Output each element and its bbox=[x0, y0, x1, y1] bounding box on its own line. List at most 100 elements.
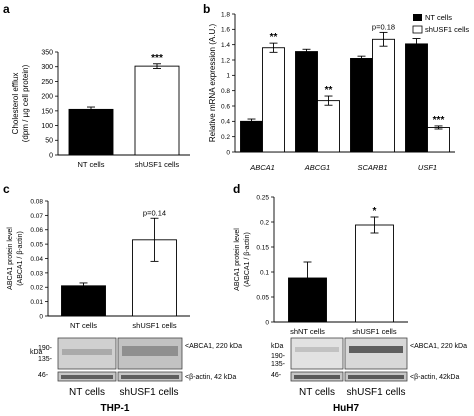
x-category-label: shUSF1 cells bbox=[135, 160, 179, 169]
significance-marker: *** bbox=[433, 115, 445, 126]
y-axis-label: (ABCA1 / β-actin) bbox=[17, 231, 24, 286]
y-axis-label: (ABCA1 / β-actin) bbox=[244, 232, 251, 287]
y-tick-label: 1.2 bbox=[221, 57, 230, 64]
bar bbox=[134, 65, 180, 156]
y-tick-label: 0.04 bbox=[30, 256, 43, 263]
bar bbox=[68, 108, 114, 156]
cell-line-label-huh7: HuH7 bbox=[333, 403, 360, 414]
legend: NT cells shUSF1 cells bbox=[412, 13, 469, 34]
bar bbox=[240, 120, 263, 153]
y-axis-label: ABCA1 protein level bbox=[7, 227, 14, 290]
blot-lane-label-nt: NT cells bbox=[69, 387, 105, 398]
y-tick-label: 300 bbox=[41, 64, 53, 71]
x-category-label: shNT cells bbox=[290, 327, 325, 336]
y-axis-label: (dpm / µg cell protein) bbox=[21, 64, 30, 142]
y-tick-label: 0 bbox=[49, 152, 53, 159]
y-tick-label: 0.6 bbox=[221, 103, 230, 110]
panel-letter-a: a bbox=[3, 2, 10, 16]
blot-band-label-abca1: <ABCA1, 220 kDa bbox=[185, 343, 242, 350]
x-category-label: NT cells bbox=[70, 321, 97, 330]
panel-letter-c: c bbox=[3, 182, 10, 196]
blot-marker-135: 135- bbox=[38, 356, 53, 363]
y-tick-label: 200 bbox=[41, 94, 53, 101]
bar bbox=[350, 58, 373, 153]
blot-marker-46: 46- bbox=[271, 372, 282, 379]
blot-marker-135: 135- bbox=[271, 361, 286, 368]
x-category-label: NT cells bbox=[78, 160, 105, 169]
y-tick-label: 150 bbox=[41, 108, 53, 115]
blot-kda-label: kDa bbox=[30, 349, 43, 356]
blot-band-label-abca1: <ABCA1, 220 kDa bbox=[410, 343, 467, 350]
bar bbox=[355, 224, 394, 323]
significance-marker: * bbox=[373, 206, 377, 217]
blot-marker-190: 190- bbox=[271, 353, 286, 360]
legend-label-nt: NT cells bbox=[425, 13, 452, 22]
y-tick-label: 0.03 bbox=[30, 270, 43, 277]
y-tick-label: 0 bbox=[265, 319, 269, 326]
y-tick-label: 0.07 bbox=[30, 213, 43, 220]
blot-band-label-actin: <β-actin, 42 kDa bbox=[185, 374, 236, 381]
blot-lane-label-shusf1: shUSF1 cells bbox=[347, 387, 406, 398]
significance-marker: *** bbox=[151, 53, 163, 64]
panel-letter-b: b bbox=[203, 2, 210, 16]
y-tick-label: 350 bbox=[41, 49, 53, 56]
y-tick-label: 250 bbox=[41, 79, 53, 86]
legend-swatch-shusf1 bbox=[412, 25, 423, 34]
blot-lane-label-nt: NT cells bbox=[299, 387, 335, 398]
y-tick-label: 0.15 bbox=[256, 244, 269, 251]
bar bbox=[295, 51, 318, 153]
p-value-label: p=0.14 bbox=[143, 208, 166, 217]
x-category-label: SCARB1 bbox=[357, 163, 387, 172]
bar bbox=[427, 127, 450, 153]
y-tick-label: 50 bbox=[45, 138, 53, 145]
y-tick-label: 0.06 bbox=[30, 227, 43, 234]
legend-swatch-nt bbox=[413, 14, 422, 21]
y-tick-label: 0.01 bbox=[30, 299, 43, 306]
y-tick-label: 0.2 bbox=[221, 134, 230, 141]
blot-lane-label-shusf1: shUSF1 cells bbox=[120, 387, 179, 398]
y-tick-label: 0.08 bbox=[30, 198, 43, 205]
panel-letter-d: d bbox=[233, 182, 240, 196]
western-blot-thp1: kDa 190- 135- 46- <ABCA1, 220 kDa <β-act… bbox=[30, 337, 242, 414]
y-axis-label: Relative mRNA expression (A.U.) bbox=[208, 24, 217, 143]
y-tick-label: 1.8 bbox=[221, 11, 230, 18]
y-tick-label: 0.8 bbox=[221, 88, 230, 95]
legend-label-shusf1: shUSF1 cells bbox=[425, 25, 469, 34]
significance-marker: ** bbox=[270, 32, 278, 43]
y-tick-label: 100 bbox=[41, 123, 53, 130]
y-axis-label: ABCA1 protein level bbox=[234, 228, 241, 291]
bar bbox=[262, 47, 285, 153]
p-value-label: p=0.18 bbox=[372, 22, 395, 31]
y-axis-label: Cholesterol efflux bbox=[11, 73, 20, 135]
y-tick-label: 0.1 bbox=[260, 269, 269, 276]
y-tick-label: 0 bbox=[39, 313, 43, 320]
x-category-label: shUSF1 cells bbox=[132, 321, 176, 330]
y-tick-label: 0.05 bbox=[256, 294, 269, 301]
y-tick-label: 0.02 bbox=[30, 285, 43, 292]
significance-marker: ** bbox=[325, 85, 333, 96]
blot-abca1-strip-shusf1 bbox=[344, 337, 408, 370]
blot-kda-label: kDa bbox=[271, 343, 284, 350]
blot-band-label-actin: <β-actin, 42kDa bbox=[410, 374, 459, 381]
y-tick-label: 1.6 bbox=[221, 27, 230, 34]
bar bbox=[61, 285, 106, 317]
bar bbox=[372, 38, 395, 153]
y-tick-label: 1.4 bbox=[221, 42, 230, 49]
x-category-label: USF1 bbox=[418, 163, 437, 172]
x-category-label: shUSF1 cells bbox=[352, 327, 396, 336]
blot-marker-190: 190- bbox=[38, 345, 53, 352]
y-tick-label: 0.2 bbox=[260, 219, 269, 226]
western-blot-huh7: kDa 190- 135- 46- <ABCA1, 220 kDa <β-act… bbox=[271, 337, 467, 414]
blot-abca1-strip-nt bbox=[290, 337, 344, 370]
cell-line-label-thp1: THP-1 bbox=[101, 403, 130, 414]
x-category-label: ABCG1 bbox=[304, 163, 330, 172]
bar bbox=[405, 43, 428, 153]
blot-marker-46: 46- bbox=[38, 372, 49, 379]
bar bbox=[317, 100, 340, 153]
y-tick-label: 0.4 bbox=[221, 119, 230, 126]
y-tick-label: 0 bbox=[226, 149, 230, 156]
y-tick-label: 0.05 bbox=[30, 242, 43, 249]
x-category-label: ABCA1 bbox=[249, 163, 275, 172]
y-tick-label: 1 bbox=[226, 73, 230, 80]
